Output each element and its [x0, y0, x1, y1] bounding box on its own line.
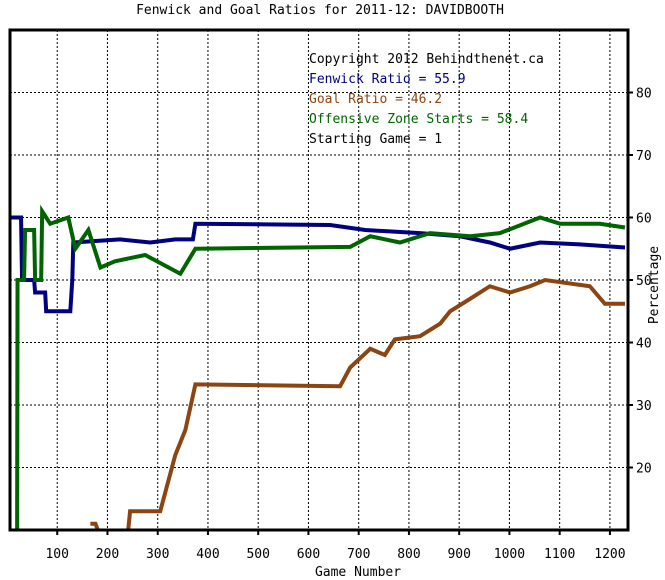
legend-entry: Fenwick Ratio = 55.9 — [309, 72, 466, 87]
x-tick-label: 600 — [297, 547, 320, 562]
x-tick-label: 1100 — [544, 547, 575, 562]
x-axis-label: Game Number — [315, 565, 401, 580]
x-tick-label: 1000 — [494, 547, 525, 562]
x-tick-label: 500 — [246, 547, 269, 562]
legend: Copyright 2012 Behindthenet.ca Fenwick Ra… — [309, 52, 544, 147]
x-tick-label: 400 — [196, 547, 219, 562]
x-tick-label: 100 — [45, 547, 68, 562]
y-tick-label: 30 — [636, 399, 652, 414]
y-tick-label: 80 — [636, 87, 652, 102]
plot-lines — [10, 204, 626, 530]
x-tick-label: 1200 — [594, 547, 625, 562]
plot-frame — [8, 28, 630, 532]
y-tick-label: 50 — [636, 274, 652, 289]
grid — [10, 30, 633, 535]
y-tick-label: 60 — [636, 212, 652, 227]
y-tick-label: 70 — [636, 149, 652, 164]
x-tick-label: 900 — [447, 547, 470, 562]
x-tick-label: 700 — [347, 547, 370, 562]
y-tick-label: 20 — [636, 462, 652, 477]
x-tick-label: 200 — [96, 547, 119, 562]
legend-entry: Goal Ratio = 46.2 — [309, 92, 442, 107]
x-tick-label: 300 — [146, 547, 169, 562]
series-line — [90, 277, 625, 530]
annotation: Copyright 2012 Behindthenet.ca — [309, 52, 544, 67]
chart-title: Fenwick and Goal Ratios for 2011-12: DAV… — [136, 3, 504, 18]
series-line — [10, 215, 626, 314]
y-axis-label: Percentage — [647, 246, 662, 324]
legend-entry: Offensive Zone Starts = 58.4 — [309, 112, 528, 127]
series-line — [15, 204, 626, 530]
x-tick-label: 800 — [397, 547, 420, 562]
annotation: Starting Game = 1 — [309, 132, 442, 147]
y-tick-label: 40 — [636, 337, 652, 352]
